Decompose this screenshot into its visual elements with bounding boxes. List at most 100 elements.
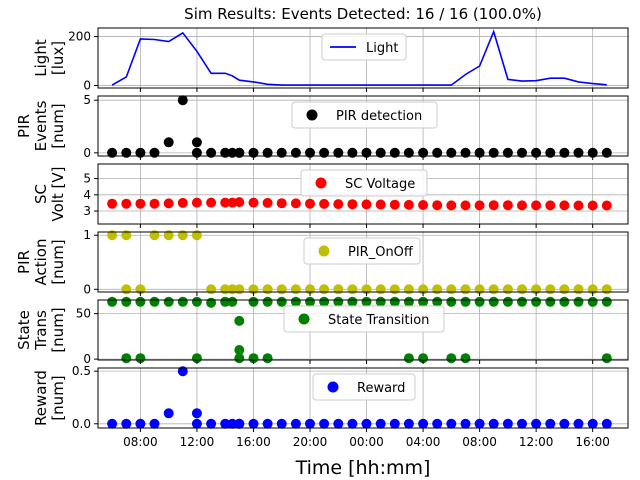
y-axis-label: PIR bbox=[15, 250, 33, 274]
data-point bbox=[587, 147, 598, 158]
data-point bbox=[305, 147, 315, 158]
data-point bbox=[305, 418, 315, 429]
data-point bbox=[545, 296, 556, 307]
y-tick-label: 0.5 bbox=[72, 364, 91, 378]
data-point bbox=[262, 197, 273, 208]
data-point bbox=[517, 147, 527, 158]
data-point bbox=[149, 198, 160, 209]
data-point bbox=[601, 284, 612, 295]
data-point bbox=[121, 147, 132, 158]
data-point bbox=[107, 147, 118, 158]
x-tick-label: 12:00 bbox=[519, 435, 554, 449]
data-point bbox=[121, 353, 132, 364]
data-point bbox=[333, 147, 344, 158]
data-point bbox=[234, 284, 245, 295]
data-point bbox=[573, 147, 584, 158]
y-axis-label: [num] bbox=[49, 239, 67, 284]
data-point bbox=[573, 200, 584, 211]
data-point bbox=[276, 198, 287, 209]
data-point bbox=[389, 418, 400, 429]
y-axis-label: PIR bbox=[15, 114, 33, 138]
data-point bbox=[446, 284, 457, 295]
y-axis-label: State bbox=[15, 310, 33, 350]
y-tick-label: 200 bbox=[68, 30, 91, 44]
data-point bbox=[403, 199, 414, 210]
data-point bbox=[319, 147, 330, 158]
data-point bbox=[191, 353, 202, 364]
x-tick-label: 16:00 bbox=[575, 435, 610, 449]
data-point bbox=[403, 296, 414, 307]
data-point bbox=[290, 284, 301, 295]
legend-swatch bbox=[306, 109, 318, 121]
data-point bbox=[559, 284, 570, 295]
data-point bbox=[446, 200, 457, 211]
data-point bbox=[474, 418, 485, 429]
data-point bbox=[446, 296, 457, 307]
y-tick-label: 5 bbox=[83, 93, 91, 107]
data-point bbox=[248, 296, 259, 307]
legend-label: Reward bbox=[357, 381, 405, 396]
data-point bbox=[361, 418, 372, 429]
data-point bbox=[290, 147, 301, 158]
data-point bbox=[389, 147, 400, 158]
data-point bbox=[177, 95, 188, 106]
data-point bbox=[517, 296, 527, 307]
data-point bbox=[121, 284, 132, 295]
data-point bbox=[347, 418, 358, 429]
data-point bbox=[163, 230, 174, 241]
data-point bbox=[347, 199, 358, 210]
legend-box bbox=[312, 373, 416, 401]
data-point bbox=[432, 147, 443, 158]
legend: PIR_OnOff bbox=[303, 237, 421, 265]
data-point bbox=[234, 353, 245, 364]
panel-4: 0 1 PIR Action [num] PIR_OnOff bbox=[15, 228, 629, 296]
data-point bbox=[262, 147, 273, 158]
chart-title: Sim Results: Events Detected: 16 / 16 (1… bbox=[184, 5, 542, 23]
data-point bbox=[601, 296, 612, 307]
data-point bbox=[559, 418, 570, 429]
data-point bbox=[347, 147, 358, 158]
data-point bbox=[559, 200, 570, 211]
data-point bbox=[403, 418, 414, 429]
data-point bbox=[559, 296, 570, 307]
y-axis-label: Trans bbox=[32, 310, 50, 351]
data-point bbox=[460, 147, 471, 158]
legend-box bbox=[283, 305, 445, 333]
legend-label: SC Voltage bbox=[345, 177, 415, 192]
panel-3: 3 4 5 SC Volt [V] SC Voltage bbox=[32, 163, 629, 228]
data-point bbox=[361, 199, 372, 210]
data-point bbox=[418, 147, 429, 158]
data-point bbox=[121, 418, 132, 429]
x-tick-label: 20:00 bbox=[293, 435, 328, 449]
data-point bbox=[601, 200, 612, 211]
data-point bbox=[163, 198, 174, 209]
data-point bbox=[403, 147, 414, 158]
y-tick-label: 4 bbox=[83, 188, 91, 202]
data-point bbox=[361, 147, 372, 158]
axes-frame bbox=[97, 367, 629, 429]
data-point bbox=[276, 296, 287, 307]
data-point bbox=[227, 418, 238, 429]
panel-5: 0 50 State Trans [num] State Transition bbox=[15, 296, 629, 366]
y-axis-label: [lux] bbox=[49, 41, 67, 75]
data-point bbox=[333, 284, 344, 295]
data-point bbox=[517, 200, 527, 211]
data-point bbox=[163, 296, 174, 307]
data-point bbox=[375, 147, 386, 158]
data-point bbox=[333, 199, 344, 210]
data-point bbox=[149, 418, 160, 429]
legend-label: PIR detection bbox=[336, 109, 422, 124]
data-point bbox=[573, 284, 584, 295]
data-point bbox=[107, 418, 118, 429]
data-point bbox=[502, 296, 513, 307]
data-point bbox=[446, 147, 457, 158]
legend-swatch bbox=[315, 177, 327, 189]
data-point bbox=[432, 296, 443, 307]
data-point bbox=[191, 408, 202, 419]
data-point bbox=[545, 147, 556, 158]
legend-box bbox=[291, 101, 438, 129]
data-point bbox=[375, 199, 386, 210]
axes-frame bbox=[97, 163, 629, 225]
